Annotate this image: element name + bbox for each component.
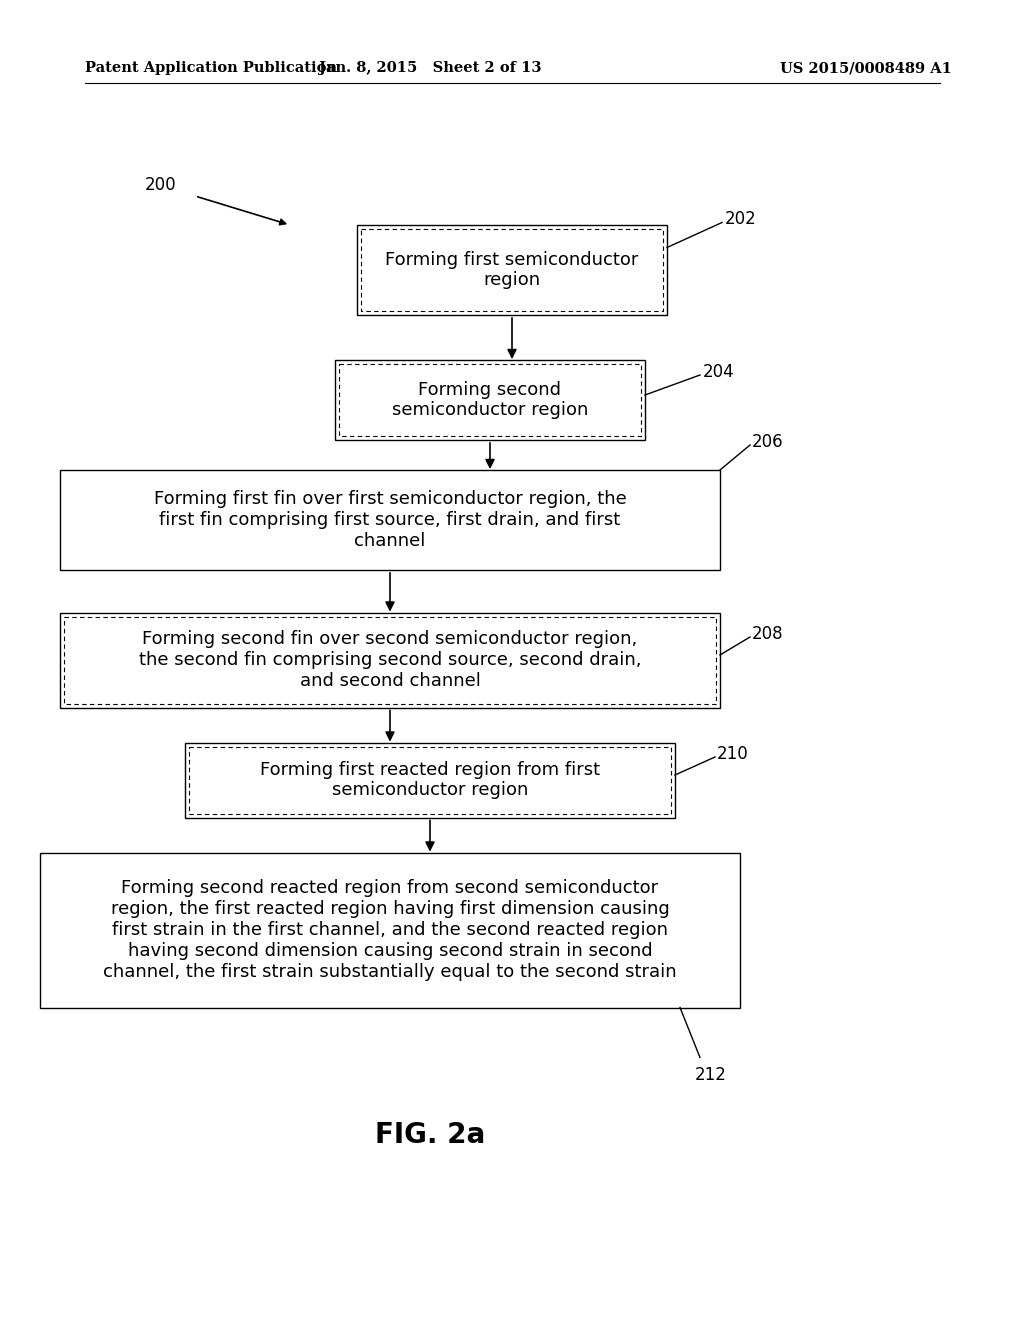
Text: US 2015/0008489 A1: US 2015/0008489 A1	[780, 61, 952, 75]
Text: 206: 206	[752, 433, 783, 451]
Text: Forming first semiconductor
region: Forming first semiconductor region	[385, 251, 639, 289]
Bar	[361, 228, 663, 312]
Bar	[189, 747, 671, 813]
Bar	[63, 616, 716, 704]
Text: 210: 210	[717, 744, 749, 763]
Text: Forming first fin over first semiconductor region, the
first fin comprising firs: Forming first fin over first semiconduct…	[154, 490, 627, 550]
Text: Patent Application Publication: Patent Application Publication	[85, 61, 337, 75]
Text: 202: 202	[725, 210, 757, 228]
Bar	[60, 612, 720, 708]
Bar	[357, 224, 667, 315]
Text: Forming first reacted region from first
semiconductor region: Forming first reacted region from first …	[260, 760, 600, 800]
Bar	[40, 853, 740, 1007]
Text: Forming second reacted region from second semiconductor
region, the first reacte: Forming second reacted region from secon…	[103, 879, 677, 981]
Bar	[185, 742, 675, 817]
Text: Forming second fin over second semiconductor region,
the second fin comprising s: Forming second fin over second semicondu…	[138, 630, 641, 690]
Bar	[335, 360, 645, 440]
Text: 212: 212	[695, 1067, 727, 1085]
Text: FIG. 2a: FIG. 2a	[375, 1121, 485, 1148]
Bar	[60, 470, 720, 570]
Text: Forming second
semiconductor region: Forming second semiconductor region	[392, 380, 588, 420]
Text: 208: 208	[752, 624, 783, 643]
Bar	[339, 364, 641, 436]
Text: Jan. 8, 2015   Sheet 2 of 13: Jan. 8, 2015 Sheet 2 of 13	[318, 61, 542, 75]
Text: 200: 200	[145, 176, 176, 194]
Text: 204: 204	[703, 363, 734, 381]
